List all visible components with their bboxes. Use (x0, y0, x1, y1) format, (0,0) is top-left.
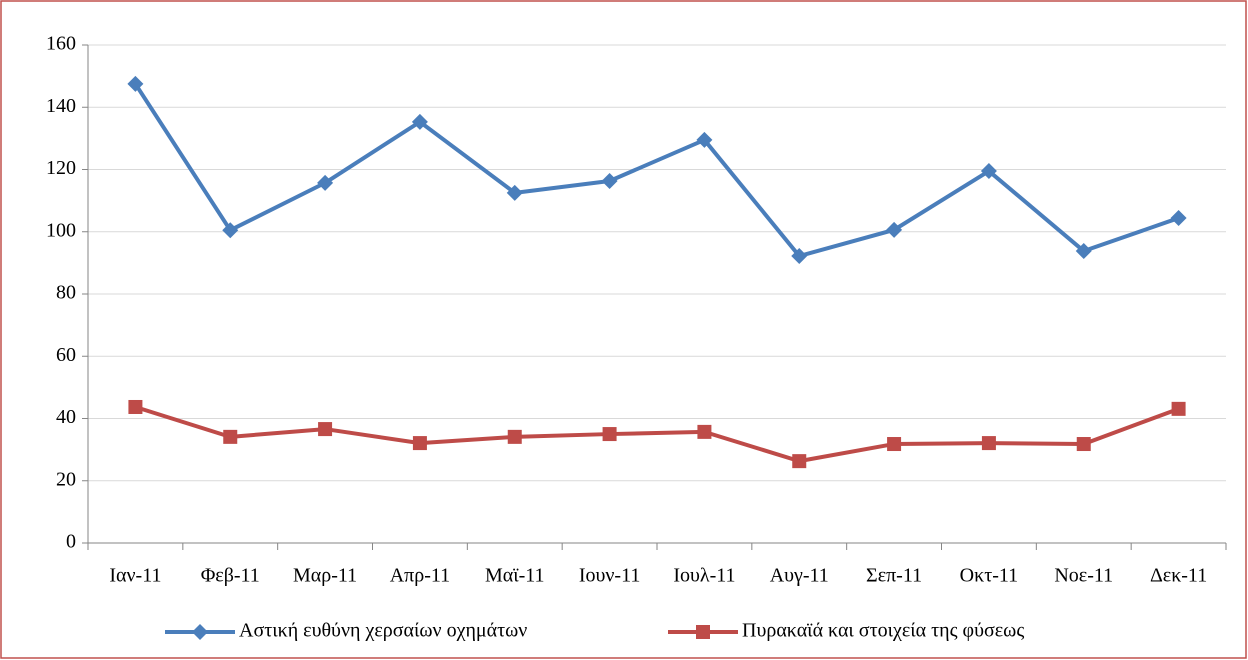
x-tick-label: Ιουλ-11 (673, 565, 735, 587)
x-tick-label: Μαϊ-11 (485, 565, 545, 587)
legend-marker (192, 624, 208, 640)
point (412, 436, 427, 451)
y-tick-label: 140 (46, 95, 76, 117)
y-tick-label: 60 (56, 344, 76, 366)
point (887, 437, 902, 452)
point (791, 248, 808, 265)
point (696, 131, 713, 148)
point (1170, 210, 1187, 227)
legend-marker (696, 625, 710, 639)
x-tick-label: Φεβ-11 (201, 565, 260, 587)
point (128, 399, 143, 414)
point (1076, 437, 1091, 452)
point (507, 429, 522, 444)
point (223, 429, 238, 444)
point (980, 163, 997, 180)
y-tick-label: 20 (56, 468, 76, 490)
x-tick-label: Σεπ-11 (866, 565, 922, 587)
point (127, 75, 144, 92)
x-tick-label: Μαρ-11 (293, 565, 357, 587)
x-tick-label: Οκτ-11 (960, 565, 1018, 587)
x-tick-label: Απρ-11 (390, 565, 450, 587)
point (981, 436, 996, 451)
series-line (133, 82, 1180, 259)
legend-label: Αστική ευθύνη χερσαίων οχημάτων (239, 620, 527, 642)
point (506, 184, 523, 201)
y-tick-label: 0 (66, 531, 76, 553)
point (222, 222, 239, 239)
y-tick-label: 80 (56, 282, 76, 304)
point (792, 454, 807, 469)
series-line (134, 405, 1180, 464)
point (317, 174, 334, 191)
y-tick-label: 100 (46, 219, 76, 241)
point (411, 113, 428, 130)
y-tick-label: 120 (46, 157, 76, 179)
x-tick-label: Ιουν-11 (579, 565, 641, 587)
point (601, 173, 618, 190)
point (1075, 243, 1092, 260)
point (886, 221, 903, 238)
point (318, 422, 333, 437)
y-tick-label: 160 (46, 33, 76, 55)
legend-label: Πυρακαϊά και στοιχεία της φύσεως (742, 620, 1024, 642)
y-tick-label: 40 (56, 406, 76, 428)
x-tick-label: Ιαν-11 (109, 565, 161, 587)
x-tick-label: Αυγ-11 (770, 565, 829, 587)
point (697, 424, 712, 439)
point (602, 427, 617, 442)
point (1171, 401, 1186, 416)
x-tick-label: Νοε-11 (1054, 565, 1113, 587)
x-tick-label: Δεκ-11 (1150, 565, 1207, 587)
